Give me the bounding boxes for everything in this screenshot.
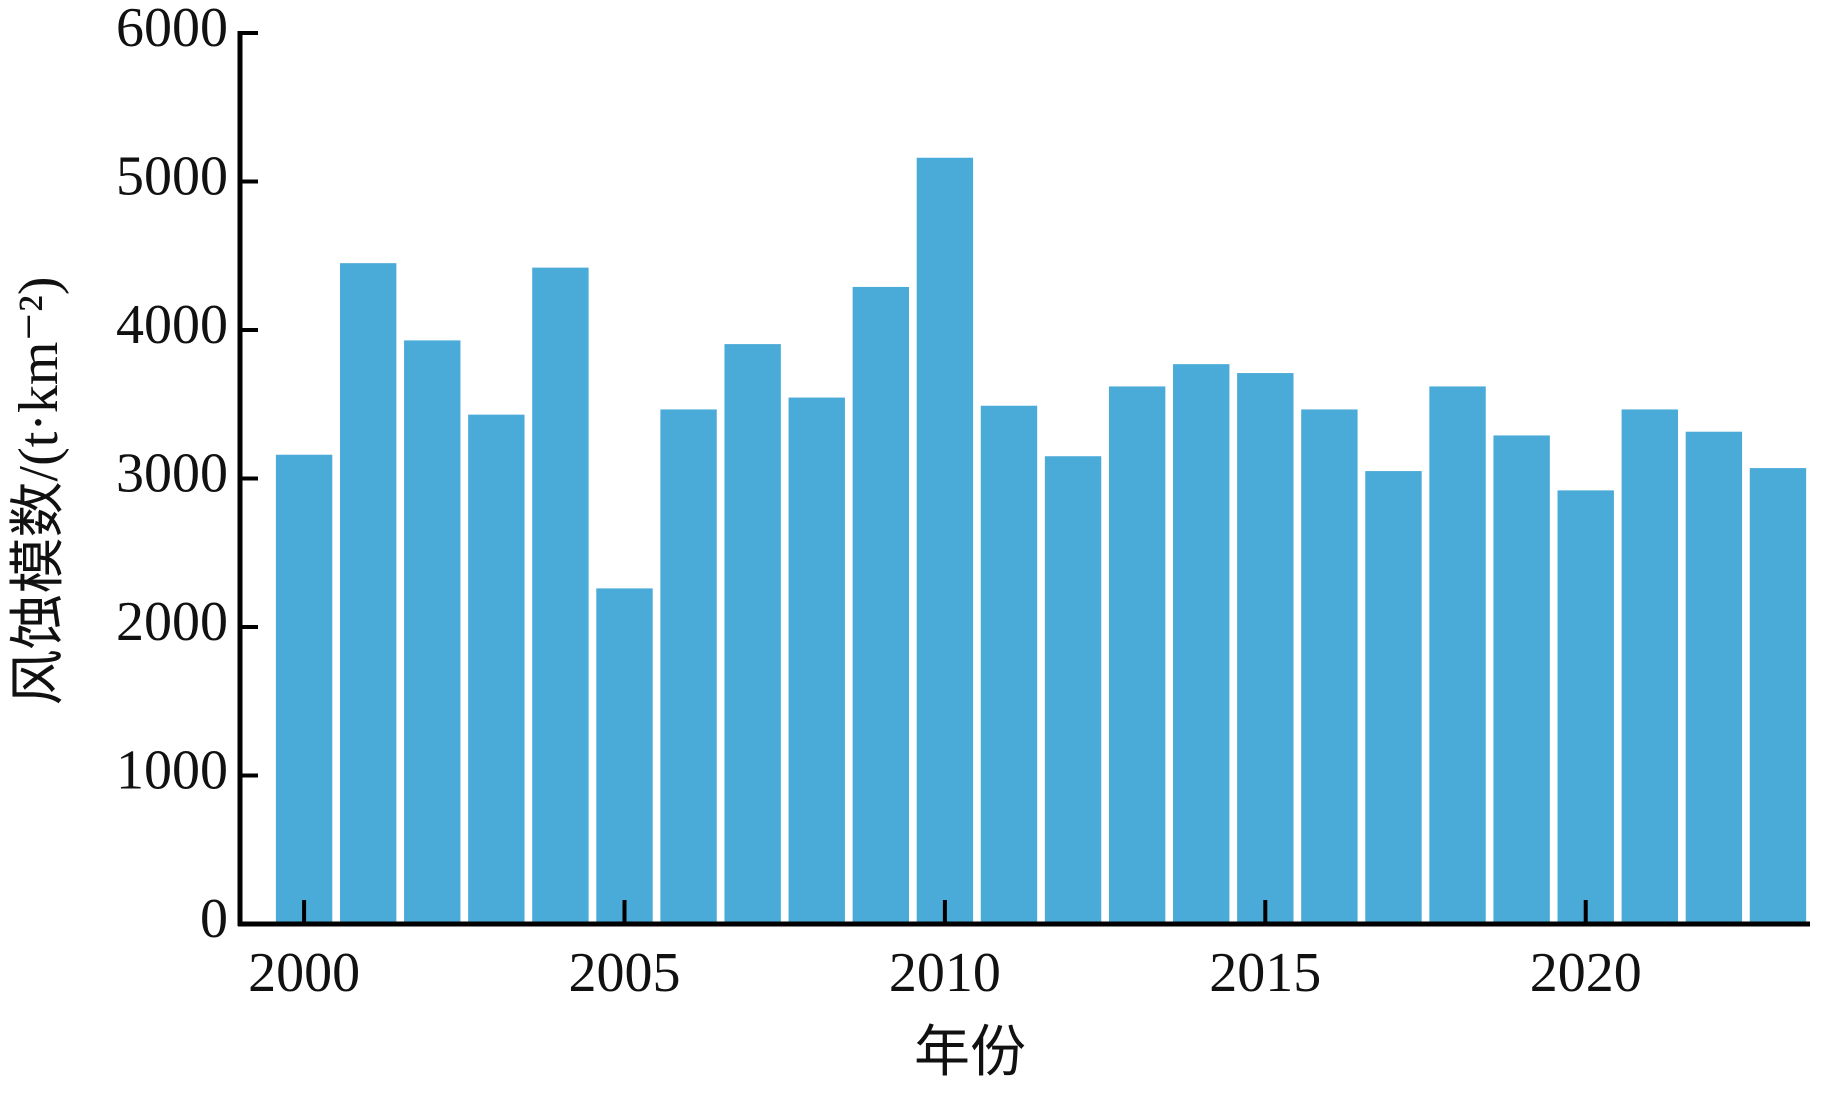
x-tick-label: 2000 <box>248 942 360 1004</box>
bar <box>1301 409 1358 924</box>
bar <box>1557 490 1614 924</box>
bar <box>916 157 974 925</box>
bar <box>1621 409 1678 924</box>
bar <box>275 454 333 924</box>
y-tick-label: 5000 <box>116 145 228 207</box>
bar <box>1237 373 1294 924</box>
x-tick-label: 2015 <box>1209 942 1321 1004</box>
bar <box>1365 471 1422 924</box>
y-tick-label: 4000 <box>116 294 228 356</box>
bar <box>724 344 781 924</box>
bar <box>1044 456 1102 924</box>
bar <box>660 409 717 924</box>
x-axis-label: 年份 <box>914 1022 1026 1084</box>
y-tick-label: 2000 <box>116 591 228 653</box>
bar <box>532 267 589 924</box>
bar <box>596 588 653 924</box>
bar <box>1173 364 1230 924</box>
bar <box>1493 435 1550 924</box>
bar <box>339 263 397 924</box>
x-tick-label: 2010 <box>889 942 1001 1004</box>
y-tick-label: 1000 <box>116 739 228 801</box>
bar <box>1429 386 1486 924</box>
y-tick-label: 3000 <box>116 442 228 504</box>
y-tick-label: 6000 <box>116 0 228 59</box>
x-tick-label: 2005 <box>568 942 680 1004</box>
bar <box>404 340 461 924</box>
bar <box>1108 386 1166 924</box>
y-axis-label: 风蚀模数/(t·km⁻²) <box>8 277 70 706</box>
bar <box>468 414 525 924</box>
bar <box>980 405 1038 924</box>
bar <box>1685 431 1743 924</box>
bar <box>788 397 845 924</box>
bar <box>852 286 910 924</box>
x-tick-label: 2020 <box>1530 942 1642 1004</box>
y-tick-label: 0 <box>200 888 228 950</box>
bar <box>1749 468 1807 924</box>
